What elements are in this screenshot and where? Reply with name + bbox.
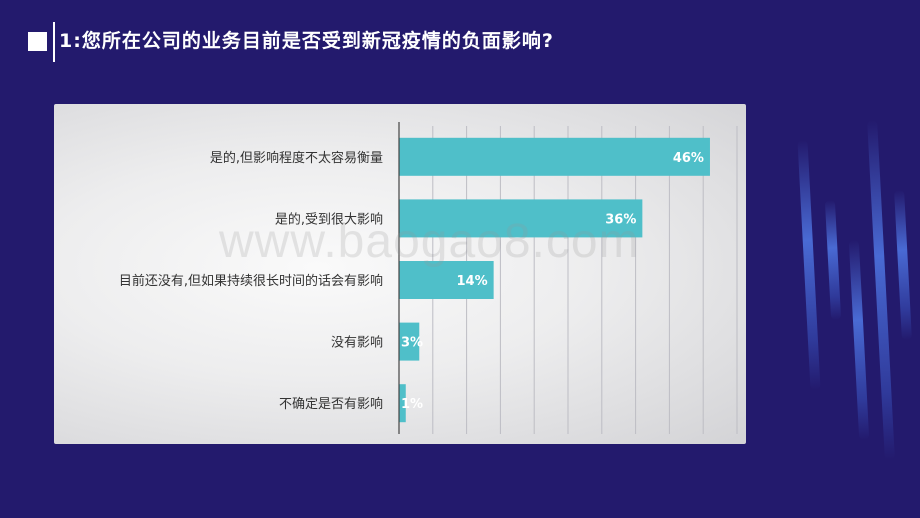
data-label: 1%: [401, 397, 423, 412]
bar: [399, 261, 494, 299]
title-divider: [53, 22, 55, 62]
category-label: 是的,受到很大影响: [275, 211, 383, 227]
bar: [399, 137, 710, 176]
category-label: 没有影响: [331, 335, 383, 351]
data-label: 3%: [401, 336, 423, 351]
title-bullet-square: [28, 32, 47, 51]
category-label: 是的,但影响程度不太容易衡量: [210, 150, 383, 166]
decorative-line: [797, 139, 821, 391]
data-label: 46%: [673, 151, 704, 166]
chart-panel: 是的,但影响程度不太容易衡量 46% 是的,受到很大影响 36% 目前还没有,但如果持续…: [54, 104, 746, 444]
bar: [399, 384, 406, 423]
slide-title: 1:您所在公司的业务目前是否受到新冠疫情的负面影响?: [59, 30, 554, 52]
bar: [399, 322, 420, 361]
decorative-line: [824, 199, 842, 321]
decorative-line: [867, 119, 895, 461]
category-label: 目前还没有,但如果持续很长时间的话会有影响: [119, 273, 383, 289]
bar-chart: 是的,但影响程度不太容易衡量 46% 是的,受到很大影响 36% 目前还没有,但如果持续…: [119, 122, 738, 434]
bar: [399, 199, 643, 238]
data-label: 36%: [605, 212, 636, 227]
decorative-line: [894, 189, 912, 341]
data-label: 14%: [457, 274, 488, 289]
category-label: 不确定是否有影响: [279, 396, 383, 412]
decorative-line: [848, 239, 870, 441]
